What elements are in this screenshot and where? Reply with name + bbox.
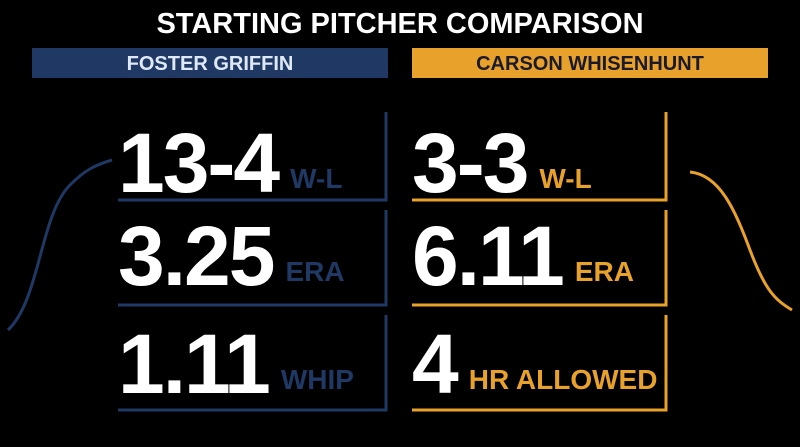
title: STARTING PITCHER COMPARISON [156, 8, 643, 40]
stat-label: ERA [286, 256, 345, 287]
stat-label: WHIP [281, 364, 354, 395]
player-name: FOSTER GRIFFIN [127, 53, 294, 75]
stat-value: 13-4 [118, 116, 280, 210]
bracket [412, 315, 668, 412]
bracket [118, 112, 388, 202]
stat-value: 6.11 [412, 209, 563, 303]
stat-label: ERA [575, 256, 634, 287]
stat-value: 3.25 [118, 209, 274, 303]
stat-value: 3-3 [412, 116, 527, 210]
stat-value: 1.11 [118, 317, 269, 411]
banner-right [412, 48, 768, 78]
stat-value: 4 [412, 317, 459, 411]
stat-label: W-L [539, 163, 591, 194]
stats: 13-4 W-L 3.25 ERA 1.11 WHIP 3-3 W-L 6.11 ERA 4 HR A… [118, 112, 668, 412]
bracket [412, 210, 668, 307]
curve-left [6, 158, 113, 332]
banner-left [32, 48, 388, 78]
player-name: CARSON WHISENHUNT [476, 53, 704, 75]
stat-label: W-L [290, 163, 342, 194]
stat-label: HR ALLOWED [469, 364, 658, 395]
curve-right [689, 170, 793, 312]
bracket [412, 112, 668, 202]
bracket [118, 315, 388, 412]
bracket [118, 210, 388, 307]
